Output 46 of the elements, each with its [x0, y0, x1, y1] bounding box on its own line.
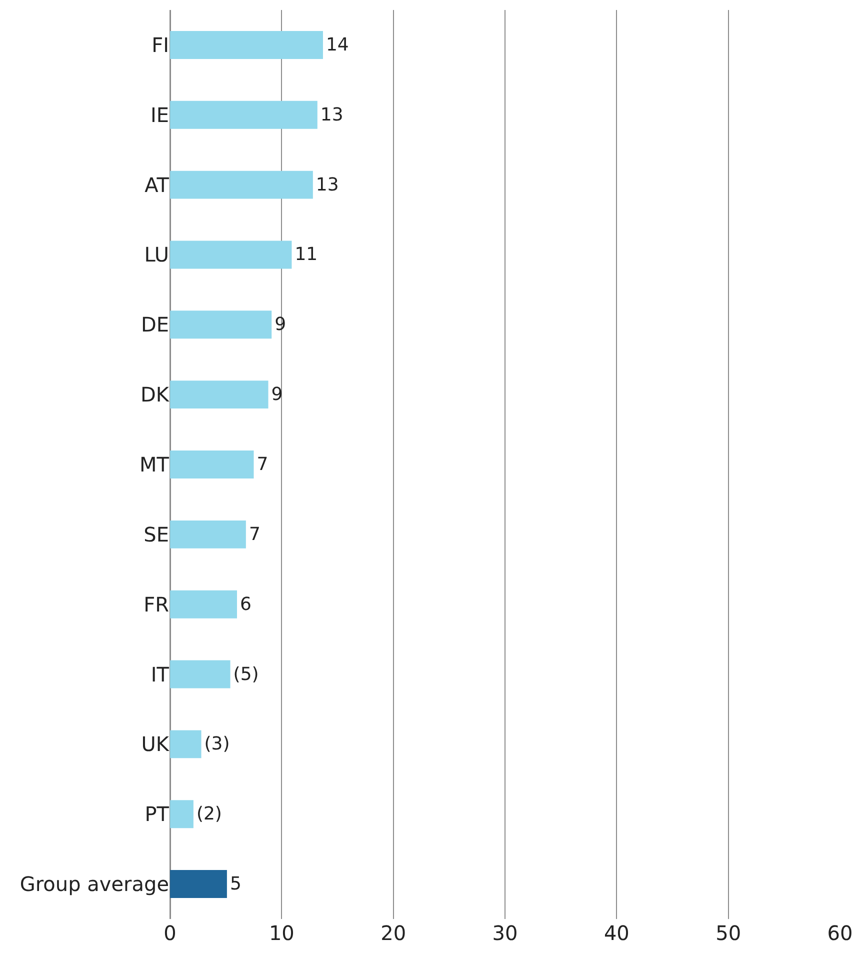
y-tick-label: MT: [140, 452, 170, 476]
bar: [170, 730, 202, 758]
x-tick-label: 60: [827, 921, 853, 945]
x-tick-label: 50: [716, 921, 742, 945]
x-tick-label: 30: [492, 921, 518, 945]
data-label: 6: [240, 594, 252, 615]
bar: [170, 520, 246, 548]
data-label: 7: [256, 454, 268, 475]
data-label: (5): [233, 664, 259, 685]
y-tick-label: PT: [144, 802, 170, 826]
x-tick-label: 0: [164, 921, 176, 945]
bar: [170, 30, 323, 59]
data-label: 13: [320, 104, 344, 126]
data-label: 9: [271, 384, 283, 406]
y-tick-label: IE: [150, 102, 169, 127]
data-label: (2): [196, 804, 222, 825]
y-tick-label: IT: [150, 662, 170, 686]
data-label: 13: [316, 174, 339, 196]
bar: [170, 380, 268, 409]
bar: [170, 100, 318, 129]
y-tick-label: LU: [144, 242, 169, 267]
data-label: (3): [204, 734, 230, 755]
bar: [170, 660, 230, 688]
bar: [170, 870, 227, 898]
data-label: 11: [294, 244, 318, 266]
y-tick-label: FR: [144, 592, 170, 616]
y-tick-label: SE: [144, 522, 169, 546]
x-tick-label: 20: [380, 921, 406, 945]
data-label: 14: [326, 34, 349, 56]
y-tick-label: UK: [141, 732, 170, 756]
y-tick-label: FI: [152, 32, 169, 57]
x-tick-label: 10: [268, 921, 294, 945]
bar: [170, 310, 272, 339]
y-tick-label: DE: [140, 312, 169, 337]
bar: [170, 800, 194, 828]
bar: [170, 240, 292, 269]
bar: [170, 450, 254, 478]
x-tick-label: 40: [604, 921, 630, 945]
bar: [170, 590, 237, 618]
data-label: 5: [230, 874, 242, 895]
y-tick-label: DK: [140, 382, 170, 407]
y-tick-label: Group average: [20, 872, 169, 896]
y-tick-label: AT: [144, 172, 170, 197]
data-label: 7: [248, 524, 260, 545]
data-label: 9: [274, 314, 286, 336]
bar: [170, 170, 313, 199]
